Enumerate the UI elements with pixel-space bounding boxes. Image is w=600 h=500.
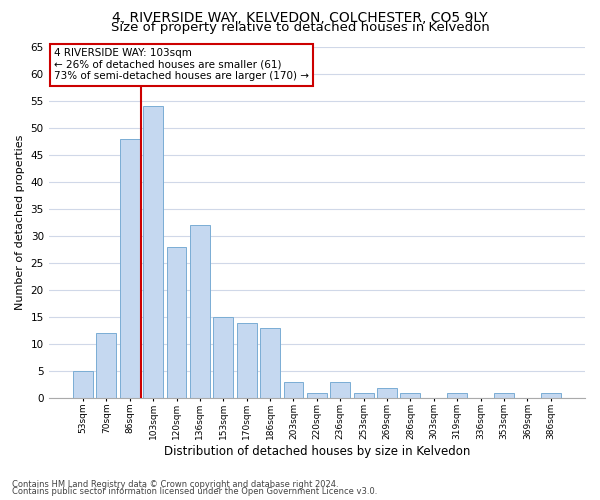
Bar — [330, 382, 350, 398]
Text: Size of property relative to detached houses in Kelvedon: Size of property relative to detached ho… — [110, 21, 490, 34]
Bar — [214, 317, 233, 398]
Bar — [447, 393, 467, 398]
Bar — [167, 247, 187, 398]
Bar — [307, 393, 327, 398]
Bar — [143, 106, 163, 399]
X-axis label: Distribution of detached houses by size in Kelvedon: Distribution of detached houses by size … — [164, 444, 470, 458]
Bar — [97, 334, 116, 398]
Bar — [284, 382, 304, 398]
Bar — [120, 138, 140, 398]
Y-axis label: Number of detached properties: Number of detached properties — [15, 135, 25, 310]
Bar — [260, 328, 280, 398]
Bar — [541, 393, 560, 398]
Bar — [494, 393, 514, 398]
Bar — [73, 372, 93, 398]
Bar — [190, 225, 210, 398]
Bar — [377, 388, 397, 398]
Text: 4, RIVERSIDE WAY, KELVEDON, COLCHESTER, CO5 9LY: 4, RIVERSIDE WAY, KELVEDON, COLCHESTER, … — [112, 11, 488, 25]
Bar — [237, 322, 257, 398]
Bar — [400, 393, 421, 398]
Text: Contains public sector information licensed under the Open Government Licence v3: Contains public sector information licen… — [12, 488, 377, 496]
Text: 4 RIVERSIDE WAY: 103sqm
← 26% of detached houses are smaller (61)
73% of semi-de: 4 RIVERSIDE WAY: 103sqm ← 26% of detache… — [54, 48, 309, 82]
Bar — [353, 393, 374, 398]
Text: Contains HM Land Registry data © Crown copyright and database right 2024.: Contains HM Land Registry data © Crown c… — [12, 480, 338, 489]
